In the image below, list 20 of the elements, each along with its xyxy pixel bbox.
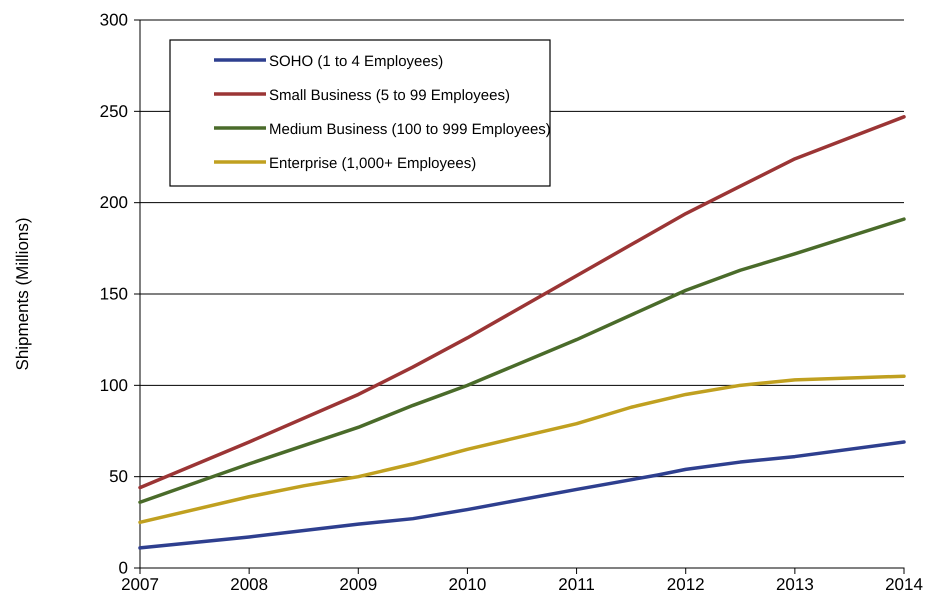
legend-label: Medium Business (100 to 999 Employees) (269, 121, 551, 138)
legend-label: SOHO (1 to 4 Employees) (269, 53, 444, 70)
y-tick-label: 150 (100, 284, 128, 304)
legend-label: Small Business (5 to 99 Employees) (269, 87, 510, 104)
y-tick-label: 200 (100, 193, 128, 212)
x-tick-label: 2010 (448, 575, 486, 594)
x-tick-label: 2009 (339, 575, 378, 594)
x-tick-label: 2012 (666, 575, 705, 594)
y-tick-label: 250 (100, 102, 128, 121)
x-tick-label: 2011 (558, 575, 595, 594)
x-tick-label: 2007 (121, 575, 159, 594)
x-tick-label: 2014 (885, 575, 923, 594)
x-tick-label: 2008 (230, 575, 268, 594)
y-tick-label: 50 (109, 467, 128, 486)
y-tick-label: 300 (100, 10, 128, 30)
y-axis-title: Shipments (Millions) (13, 217, 32, 371)
x-tick-label: 2013 (776, 575, 814, 594)
y-tick-label: 100 (100, 376, 128, 395)
y-tick-label: 0 (118, 558, 128, 578)
legend-label: Enterprise (1,000+ Employees) (269, 155, 476, 172)
